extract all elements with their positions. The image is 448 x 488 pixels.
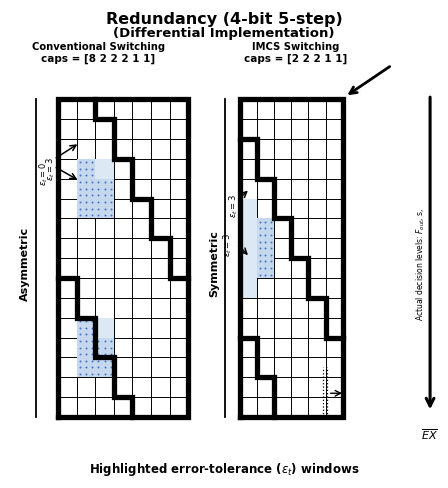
Text: Actual decision levels: $F_{out}$, s,: Actual decision levels: $F_{out}$, s, — [415, 207, 427, 320]
Bar — [77, 338, 95, 358]
Text: Highlighted error-tolerance ($\epsilon_t$) windows: Highlighted error-tolerance ($\epsilon_t… — [89, 460, 359, 477]
Bar — [95, 179, 114, 199]
Bar — [95, 160, 114, 179]
Text: (Differential Implementation): (Differential Implementation) — [113, 27, 335, 41]
Bar — [257, 219, 274, 239]
Bar — [240, 199, 257, 219]
Bar — [77, 318, 95, 338]
Text: $\epsilon_t = 3$: $\epsilon_t = 3$ — [221, 233, 234, 257]
Bar — [95, 358, 114, 378]
Text: caps = [8 2 2 2 1 1]: caps = [8 2 2 2 1 1] — [42, 54, 155, 64]
Bar — [77, 160, 95, 179]
Bar — [257, 239, 274, 259]
Text: $\epsilon_t = 0$: $\epsilon_t = 0$ — [38, 161, 50, 185]
Bar — [257, 259, 274, 279]
Bar — [240, 239, 257, 259]
Text: $\epsilon_t = 3$: $\epsilon_t = 3$ — [45, 156, 57, 181]
Text: $\overline{EX}$: $\overline{EX}$ — [421, 427, 438, 442]
Bar — [240, 219, 257, 239]
Bar — [257, 239, 274, 259]
Bar — [95, 338, 114, 358]
Bar — [240, 259, 257, 279]
Bar — [95, 318, 114, 338]
Bar — [257, 259, 274, 279]
Bar — [77, 179, 95, 199]
Text: Symmetric: Symmetric — [209, 230, 219, 297]
Bar — [257, 219, 274, 239]
Text: Asymmetric: Asymmetric — [20, 226, 30, 301]
Text: IMCS Switching: IMCS Switching — [252, 42, 340, 52]
Text: Conventional Switching: Conventional Switching — [32, 42, 165, 52]
Text: $\epsilon_t = 3$: $\epsilon_t = 3$ — [228, 194, 240, 218]
Bar — [77, 199, 95, 219]
Text: Redundancy (4-bit 5-step): Redundancy (4-bit 5-step) — [106, 12, 342, 27]
Bar — [240, 279, 257, 298]
Bar — [77, 358, 95, 378]
Text: caps = [2 2 2 1 1]: caps = [2 2 2 1 1] — [244, 54, 347, 64]
Bar — [95, 199, 114, 219]
